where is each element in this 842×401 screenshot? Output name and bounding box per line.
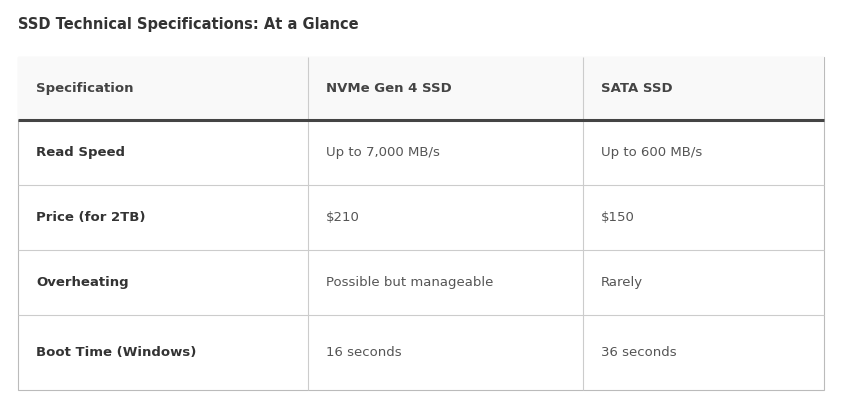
Bar <box>18 57 824 390</box>
Text: Price (for 2TB): Price (for 2TB) <box>36 211 146 224</box>
Text: Read Speed: Read Speed <box>36 146 125 159</box>
Text: $210: $210 <box>326 211 360 224</box>
Text: NVMe Gen 4 SSD: NVMe Gen 4 SSD <box>326 82 452 95</box>
Text: Specification: Specification <box>36 82 134 95</box>
Text: Boot Time (Windows): Boot Time (Windows) <box>36 346 196 359</box>
Text: Rarely: Rarely <box>601 276 643 289</box>
Text: Up to 600 MB/s: Up to 600 MB/s <box>601 146 702 159</box>
Text: SATA SSD: SATA SSD <box>601 82 673 95</box>
Bar <box>18 57 824 120</box>
Text: 36 seconds: 36 seconds <box>601 346 677 359</box>
Text: 16 seconds: 16 seconds <box>326 346 402 359</box>
Text: Possible but manageable: Possible but manageable <box>326 276 493 289</box>
Text: SSD Technical Specifications: At a Glance: SSD Technical Specifications: At a Glanc… <box>18 17 359 32</box>
Text: Up to 7,000 MB/s: Up to 7,000 MB/s <box>326 146 440 159</box>
Text: Overheating: Overheating <box>36 276 129 289</box>
Text: $150: $150 <box>601 211 635 224</box>
